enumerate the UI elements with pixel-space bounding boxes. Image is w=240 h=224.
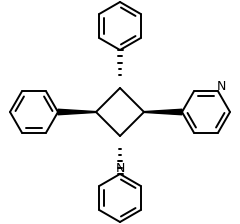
- Polygon shape: [144, 109, 182, 115]
- Text: N: N: [216, 80, 226, 93]
- Polygon shape: [58, 109, 96, 115]
- Text: N: N: [115, 162, 125, 174]
